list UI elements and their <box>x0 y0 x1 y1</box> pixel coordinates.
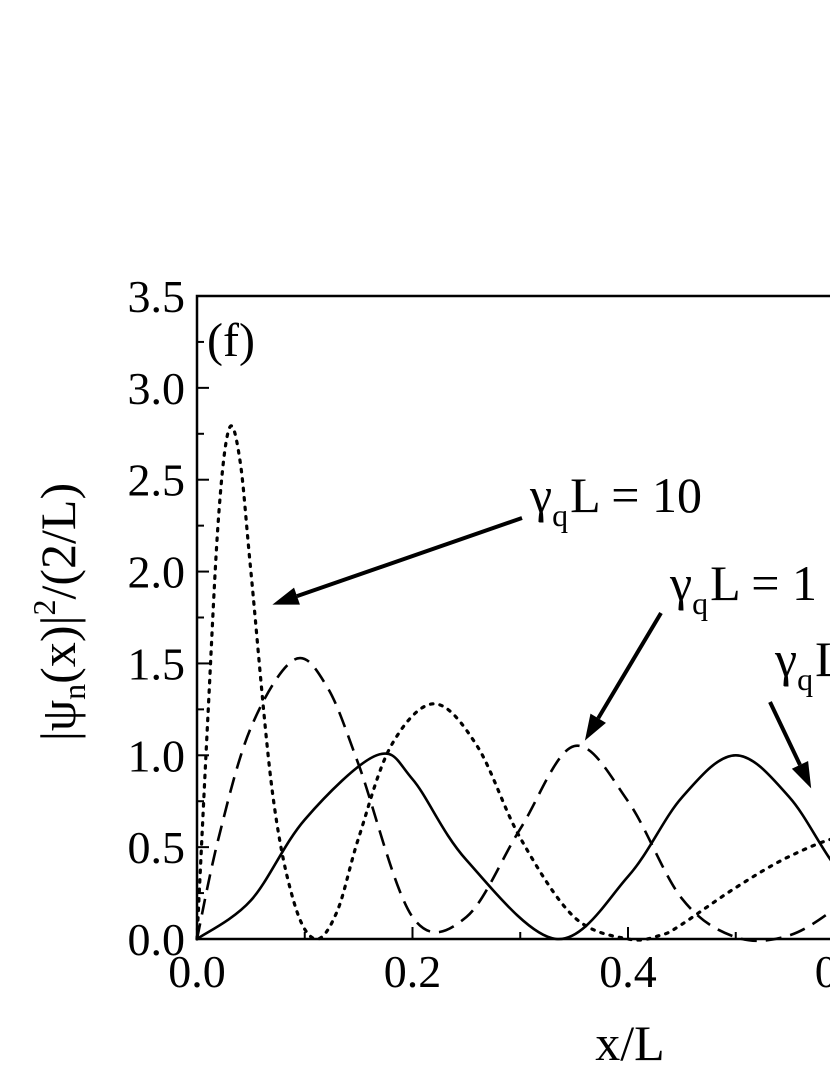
arrows-layer <box>272 516 812 789</box>
annotation-labels: γqL = 10 γqL = 1 γqL <box>529 467 830 697</box>
annotation-gamma-partial: γqL <box>774 631 830 697</box>
x-tick-label: 0.6 <box>815 946 830 997</box>
x-axis-label: x/L <box>595 1015 664 1071</box>
y-tick-label: 0.0 <box>128 914 186 965</box>
panel-label: (f) <box>207 314 255 367</box>
y-tick-label: 2.0 <box>128 547 186 598</box>
y-tick-label: 3.0 <box>128 363 186 414</box>
y-label-sup: 2 <box>26 600 62 616</box>
annotation-arrow-shaft <box>296 516 523 599</box>
y-label-suffix: /(2/L) <box>30 483 86 600</box>
annotation-gamma-1: γqL = 1 <box>669 555 817 621</box>
series-line-solid <box>196 752 830 941</box>
x-tick-label: 0.0 <box>168 946 226 997</box>
annotation-arrow-head <box>584 713 606 741</box>
y-tick-label: 3.5 <box>128 271 186 322</box>
plot-frame <box>195 294 830 941</box>
series-line-dashed <box>195 656 830 943</box>
y-tick-label: 1.0 <box>128 730 186 781</box>
annotation-arrow-head <box>791 761 812 789</box>
x-tick-labels: 0.0 0.2 0.4 0.6 <box>168 946 830 997</box>
y-tick-labels: 0.0 0.5 1.0 1.5 2.0 2.5 3.0 3.5 <box>128 271 186 965</box>
y-label-prefix: |ψ <box>30 700 86 741</box>
annotation-arrow-shaft <box>596 611 663 720</box>
y-label-mid: (x)| <box>30 616 86 684</box>
y-tick-label: 1.5 <box>128 638 186 689</box>
y-axis-label: |ψn(x)|2/(2/L) <box>26 483 92 741</box>
y-label-sub: n <box>56 684 92 700</box>
y-tick-label: 2.5 <box>128 455 186 506</box>
svg-text:|ψn(x)|2/(2/L): |ψn(x)|2/(2/L) <box>26 483 92 741</box>
series-layer <box>195 424 830 943</box>
annotation-arrow-head <box>272 587 300 605</box>
annotation-gamma-10: γqL = 10 <box>529 467 702 533</box>
x-tick-label: 0.2 <box>384 946 442 997</box>
ticks-layer <box>196 295 737 940</box>
y-tick-label: 0.5 <box>128 822 186 873</box>
x-tick-label: 0.4 <box>599 946 657 997</box>
annotation-arrow-shaft <box>768 701 802 766</box>
series-line-dotted <box>195 424 830 942</box>
